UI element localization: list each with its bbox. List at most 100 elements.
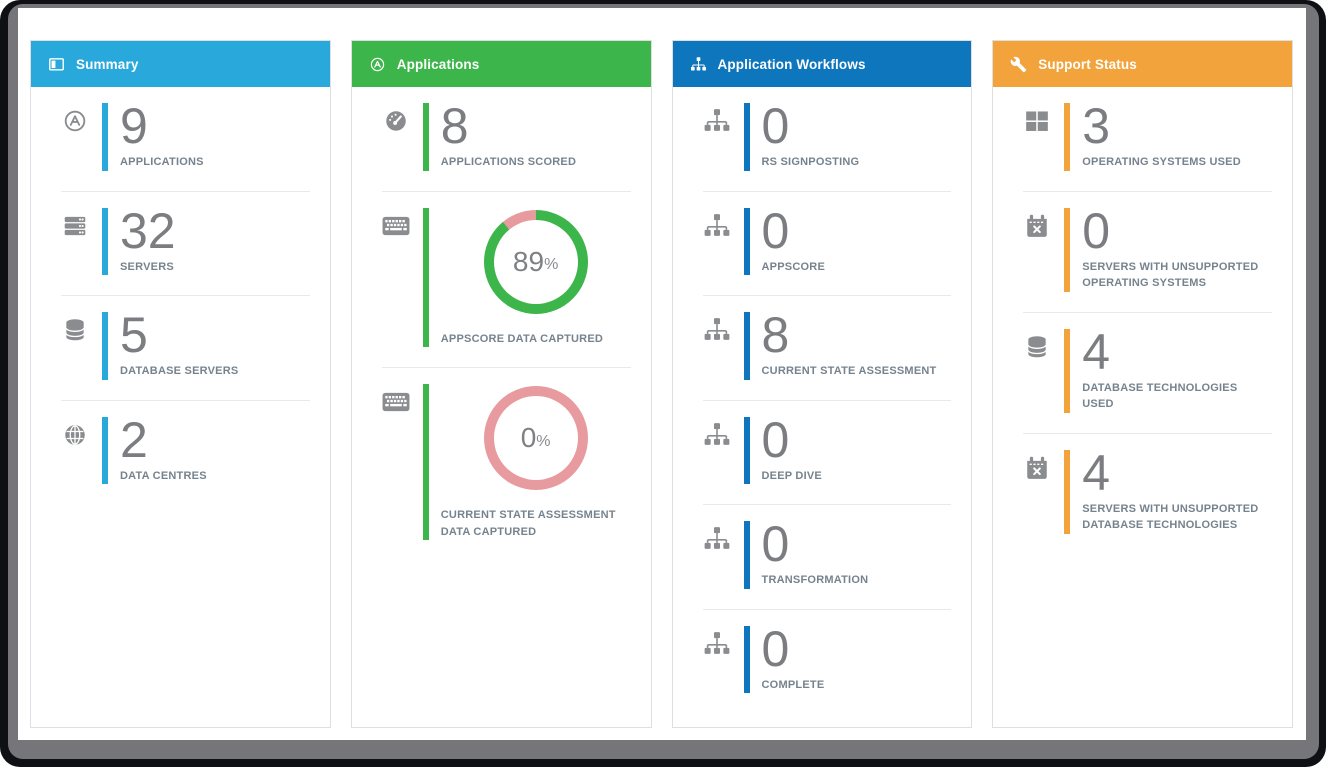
stat-appscore[interactable]: 0 APPSCORE	[673, 192, 972, 296]
sitemap-icon	[703, 213, 731, 239]
appscore-donut-chart: 89 %	[483, 209, 588, 314]
gauge-icon	[382, 108, 410, 134]
card-title: Summary	[76, 56, 139, 72]
stat-label: CURRENT STATE ASSESSMENT	[761, 365, 937, 377]
accent-bar	[1064, 328, 1071, 413]
stat-value: 4	[1082, 323, 1111, 380]
stat-value: 0	[761, 202, 790, 259]
divider	[702, 295, 952, 296]
appstore-icon	[61, 108, 89, 134]
stat-text: 0 DEEP DIVE	[750, 415, 952, 485]
stat-value: 5	[120, 307, 148, 363]
sitemap-icon	[703, 422, 731, 448]
divider	[702, 190, 952, 192]
stat-label: APPSCORE	[761, 260, 825, 273]
stat-label: DATABASE TECHNOLOGIES USED	[1082, 381, 1238, 411]
divider	[61, 399, 310, 401]
stat-label: DATABASE SERVERS	[120, 365, 239, 377]
stat-applications[interactable]: 9 APPLICATIONS	[31, 87, 330, 191]
applications-card: Applications 8 APPLICATIONS SCORED	[350, 40, 652, 728]
dashboard-screen: Summary 9 APPLICATIONS 32	[18, 8, 1306, 740]
accent-bar	[102, 312, 108, 380]
database-icon	[1023, 334, 1051, 360]
accent-bar	[422, 207, 429, 347]
stat-text: 8 CURRENT STATE ASSESSMENT	[750, 310, 952, 380]
card-title: Support Status	[1038, 56, 1137, 72]
accent-bar	[1064, 103, 1071, 171]
stat-text: 0 TRANSFORMATION	[750, 519, 952, 589]
stat-label: SERVERS WITH UNSUPPORTED OPERATING SYSTE…	[1082, 260, 1259, 290]
stat-complete[interactable]: 0 COMPLETE	[673, 610, 972, 714]
sitemap-icon	[703, 317, 731, 343]
stat-label: CURRENT STATE ASSESSMENT DATA CAPTURED	[440, 509, 616, 538]
support-status-card-body: 3 OPERATING SYSTEMS USED 0 SERVERS WITH …	[993, 87, 1292, 727]
accent-bar	[743, 625, 750, 693]
stat-appscore-data-captured[interactable]: 89 % APPSCORE DATA CAPTURED	[352, 192, 651, 368]
stat-servers-unsupported-os[interactable]: 0 SERVERS WITH UNSUPPORTED OPERATING SYS…	[993, 192, 1292, 312]
accent-bar	[743, 103, 750, 171]
calendar-times-icon	[1023, 213, 1051, 239]
stat-text: 2 DATA CENTRES	[108, 415, 310, 485]
support-status-card-header: Support Status	[993, 41, 1292, 87]
divider	[702, 608, 952, 610]
donut-hole: 89 %	[493, 219, 578, 304]
accent-bar	[1064, 207, 1071, 292]
stat-value: 9	[120, 98, 148, 154]
stat-label: DATA CENTRES	[120, 469, 207, 482]
stat-label: TRANSFORMATION	[761, 574, 869, 586]
stat-value: 0	[1082, 202, 1111, 259]
stat-label: RS SIGNPOSTING	[761, 156, 860, 168]
stat-value: 0	[761, 620, 790, 677]
donut-hole: 0 %	[493, 396, 578, 480]
calendar-times-icon	[1023, 455, 1051, 481]
summary-card: Summary 9 APPLICATIONS 32	[30, 40, 331, 728]
accent-bar	[743, 521, 750, 589]
accent-bar	[422, 103, 429, 171]
stat-current-state-assessment[interactable]: 8 CURRENT STATE ASSESSMENT	[673, 296, 972, 400]
stat-data-centres[interactable]: 2 DATA CENTRES	[31, 401, 330, 505]
stat-transformation[interactable]: 0 TRANSFORMATION	[673, 505, 972, 609]
stat-text: 89 % APPSCORE DATA CAPTURED	[429, 208, 631, 348]
donut-percent-sign: %	[544, 256, 559, 273]
stat-value: 4	[1082, 444, 1111, 501]
stat-database-servers[interactable]: 5 DATABASE SERVERS	[31, 296, 330, 400]
stat-text: 0 % CURRENT STATE ASSESSMENT DATA CAPTUR…	[429, 384, 631, 540]
accent-bar	[102, 103, 108, 171]
divider	[61, 295, 310, 296]
stat-deep-dive[interactable]: 0 DEEP DIVE	[673, 401, 972, 505]
stat-value: 0	[761, 98, 790, 154]
stat-text: 4 SERVERS WITH UNSUPPORTED DATABASE TECH…	[1070, 444, 1272, 534]
sitemap-icon	[703, 631, 731, 657]
stat-label: DEEP DIVE	[761, 469, 822, 482]
stat-applications-scored[interactable]: 8 APPLICATIONS SCORED	[352, 87, 651, 191]
accent-bar	[422, 384, 429, 540]
workflows-card-header: Application Workflows	[672, 41, 972, 87]
stat-label: APPSCORE DATA CAPTURED	[440, 332, 604, 345]
stat-text: 0 APPSCORE	[750, 202, 952, 276]
sitemap-icon	[703, 526, 731, 552]
stat-database-technologies-used[interactable]: 4 DATABASE TECHNOLOGIES USED	[993, 313, 1292, 433]
donut-percent: 0	[520, 422, 537, 453]
summary-card-body: 9 APPLICATIONS 32 SERVERS	[31, 87, 330, 727]
csa-donut-chart: 0 %	[483, 386, 588, 490]
stat-operating-systems-used[interactable]: 3 OPERATING SYSTEMS USED	[993, 87, 1292, 191]
stat-label: COMPLETE	[761, 678, 825, 691]
accent-bar	[102, 416, 108, 484]
stat-label: SERVERS WITH UNSUPPORTED DATABASE TECHNO…	[1082, 502, 1259, 532]
stat-servers[interactable]: 32 SERVERS	[31, 192, 330, 296]
stat-csa-data-captured[interactable]: 0 % CURRENT STATE ASSESSMENT DATA CAPTUR…	[352, 368, 651, 560]
stat-text: 0 RS SIGNPOSTING	[750, 98, 952, 171]
stat-text: 32 SERVERS	[108, 206, 310, 276]
support-status-card: Support Status 3 OPERATING SYSTEMS USED	[992, 40, 1293, 728]
database-icon	[61, 317, 89, 343]
appstore-icon	[369, 56, 386, 73]
stat-rs-signposting[interactable]: 0 RS SIGNPOSTING	[673, 87, 972, 191]
card-title: Application Workflows	[717, 56, 866, 72]
stat-text: 9 APPLICATIONS	[108, 98, 310, 171]
servers-icon	[61, 213, 89, 239]
sitemap-icon	[690, 56, 707, 73]
divider	[381, 190, 631, 192]
donut-percent: 89	[512, 245, 545, 277]
stat-servers-unsupported-db[interactable]: 4 SERVERS WITH UNSUPPORTED DATABASE TECH…	[993, 434, 1292, 554]
workflows-card: Application Workflows 0 RS SIGNPOSTING	[671, 40, 973, 728]
